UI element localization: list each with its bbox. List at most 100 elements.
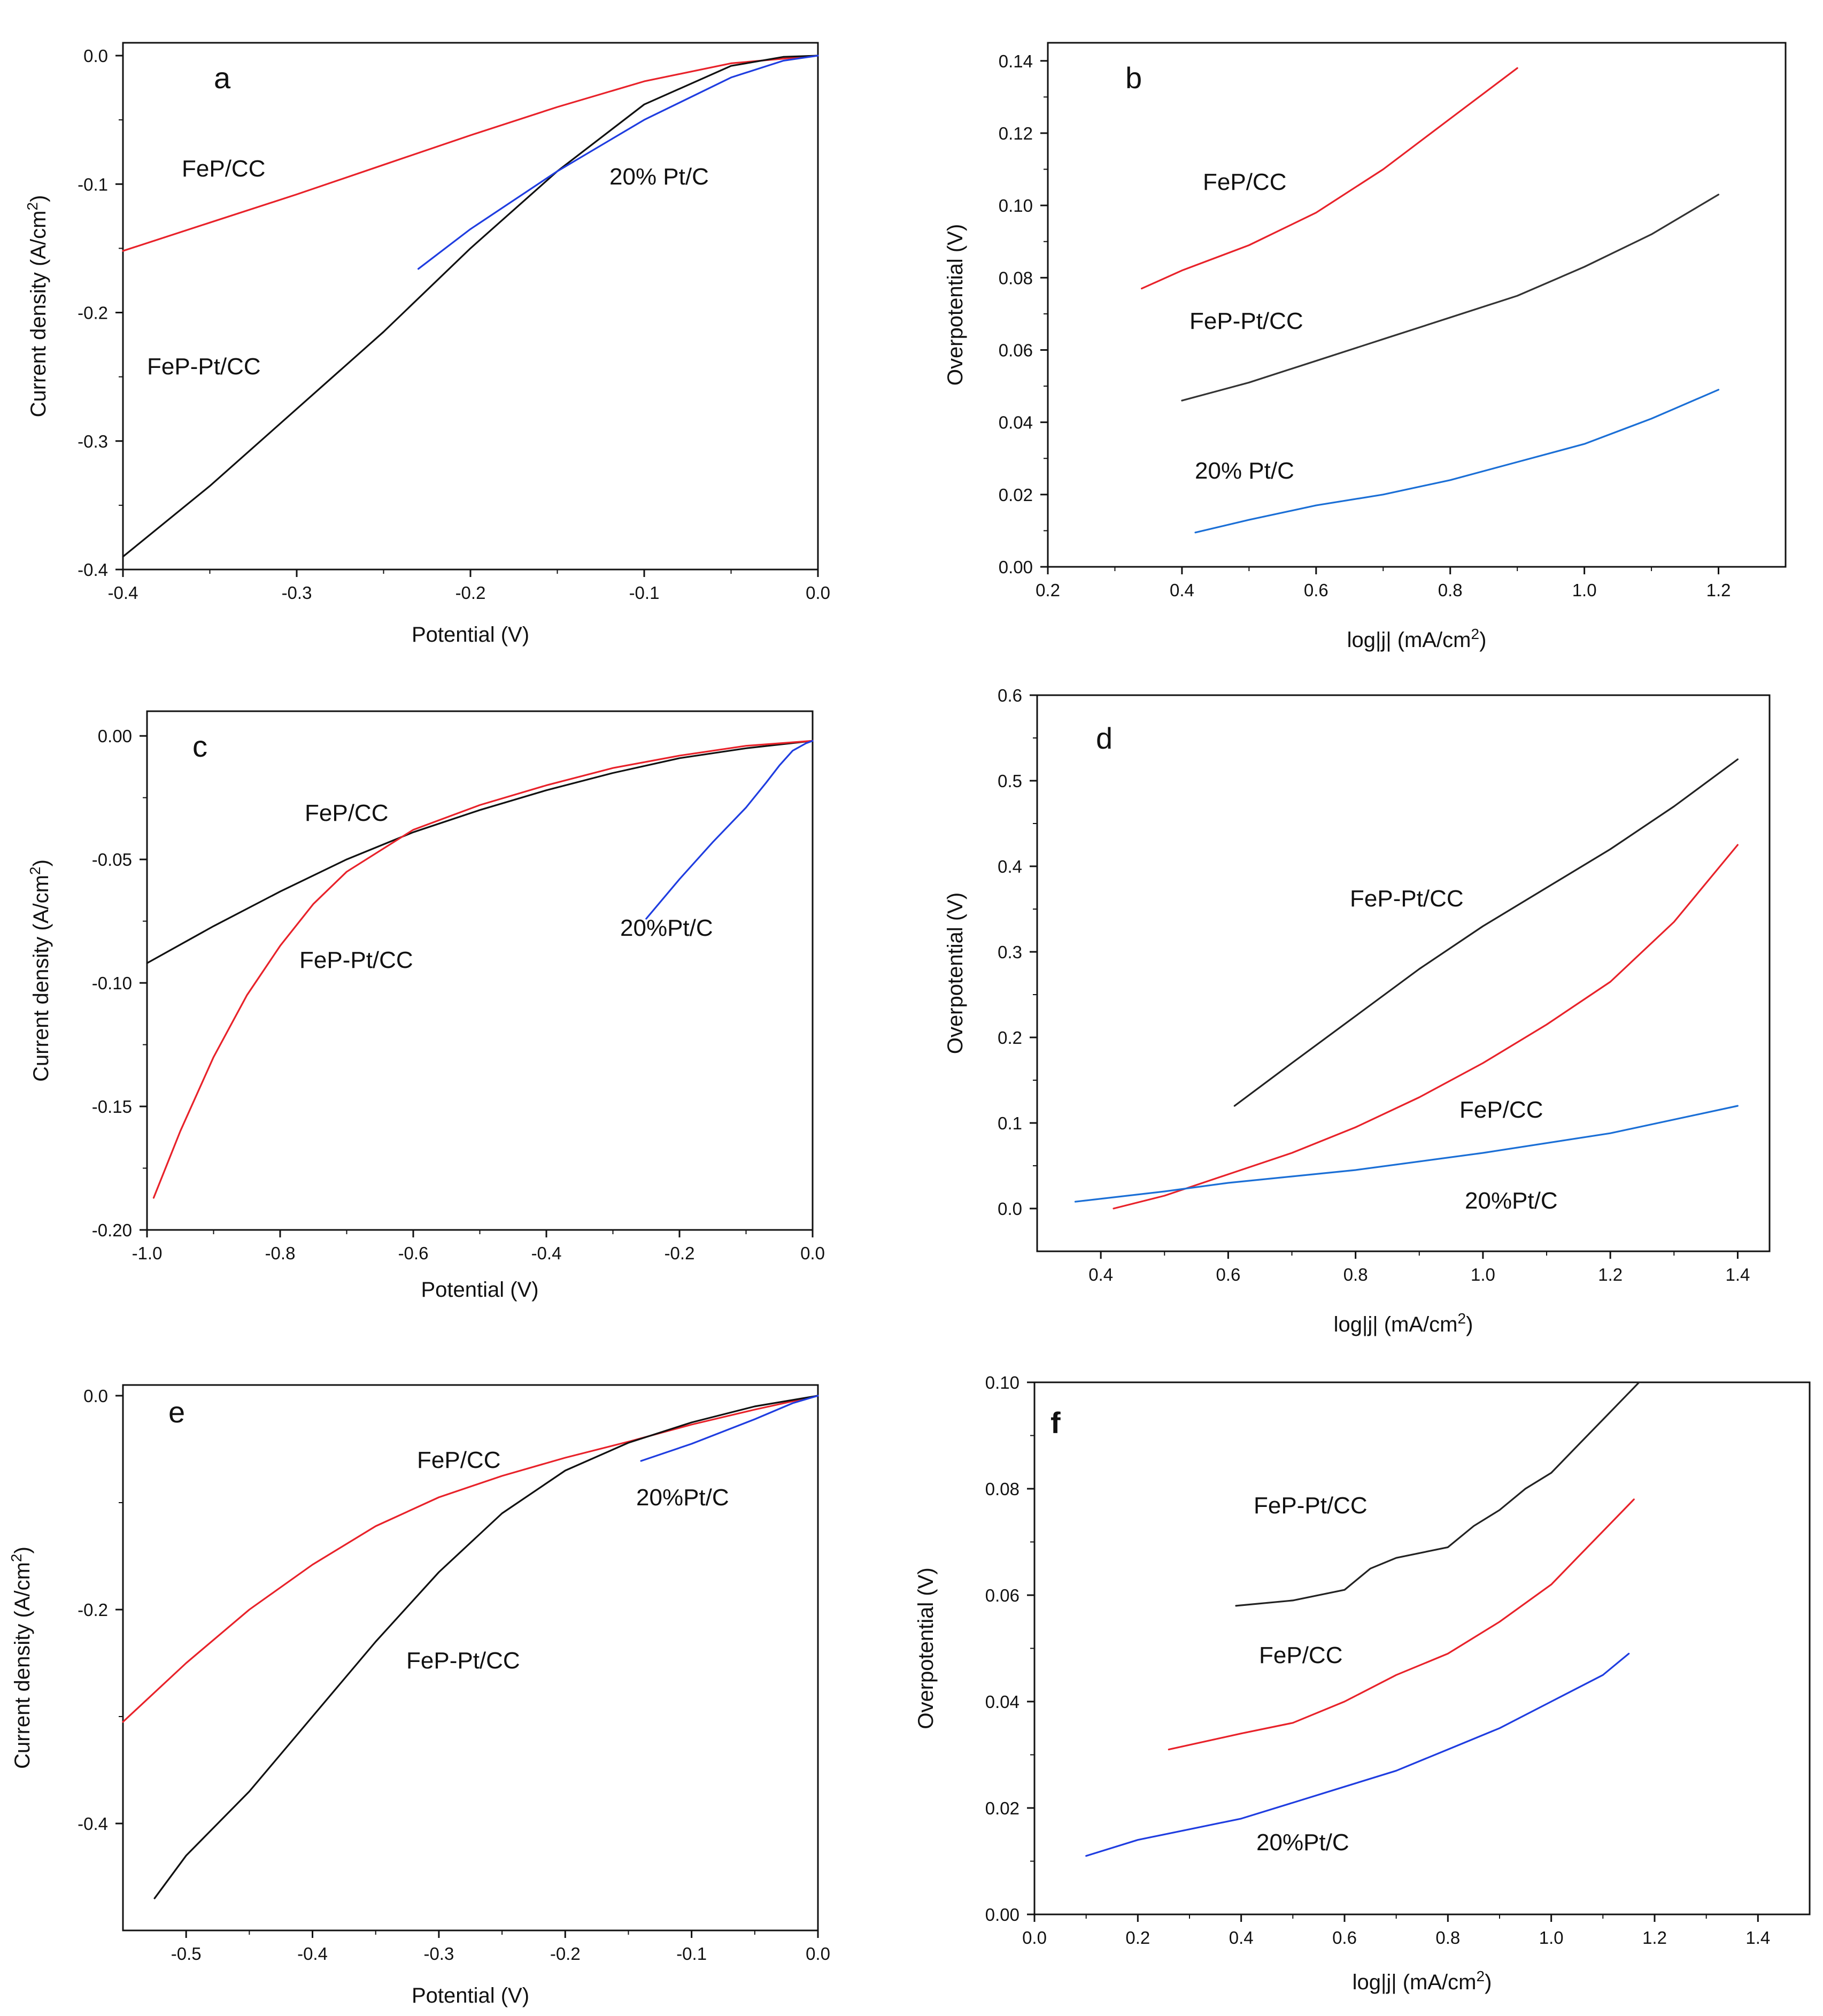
x-tick-label-e: -0.4 [297,1944,328,1964]
series-label-b-1: FeP-Pt/CC [1189,308,1303,334]
x-tick-label-d: 1.0 [1471,1265,1495,1284]
x-tick-label-f: 0.0 [1022,1928,1047,1948]
series-line-f-2 [1085,1652,1630,1857]
panel-letter-c: c [192,729,207,763]
y-axis-label-a-sup: 2 [24,202,41,211]
series-label-f-0: FeP-Pt/CC [1254,1492,1368,1519]
y-tick-label-b: 0.14 [999,51,1033,71]
series-label-c-0: FeP/CC [305,800,388,826]
y-tick-label-a: -0.2 [78,303,108,323]
plot-frame-e [122,1384,819,1932]
series-line-e-1 [153,1395,819,1899]
y-axis-label-c: Current density (A/cm2) [27,859,53,1082]
y-tick-label-b: 0.08 [999,268,1033,288]
y-tick-label-a: -0.1 [78,174,108,194]
series-label-c-2: 20%Pt/C [620,915,713,941]
plot-frame-f [1033,1381,1811,1915]
series-line-b-2 [1194,389,1720,534]
x-tick-label-f: 0.6 [1332,1928,1357,1948]
x-tick-label-a: -0.2 [455,583,486,603]
series-line-f-0 [1235,1381,1640,1607]
x-tick-label-f: 0.4 [1229,1928,1254,1948]
series-line-c-0 [146,740,814,964]
x-tick-label-e: 0.0 [806,1944,830,1964]
x-axis-label-c: Potential (V) [421,1278,538,1302]
y-axis-label-a-end: ) [27,195,50,202]
x-tick-label-d: 0.6 [1216,1265,1240,1284]
series-line-d-2 [1074,1105,1739,1203]
series-line-f-1 [1168,1498,1635,1751]
series-label-c-1: FeP-Pt/CC [299,947,413,973]
y-tick-label-c: -0.20 [92,1220,132,1240]
y-tick-label-f: 0.00 [985,1905,1019,1925]
y-tick-label-c: 0.00 [98,726,132,746]
series-line-a-1 [122,55,819,558]
chart-panel-e: -0.5 -0.4 -0.3 -0.2 -0.1 0.0 -0.4 -0.2 0.0 Potent… [8,1384,830,2007]
series-label-e-2: 20%Pt/C [636,1484,729,1511]
x-tick-label-a: -0.3 [282,583,312,603]
x-tick-label-c: -0.2 [665,1243,695,1263]
x-axis-label-d-end: ) [1466,1313,1473,1336]
series-line-c-2 [645,740,814,920]
x-axis-label-a: Potential (V) [412,623,529,647]
y-tick-label-b: 0.06 [999,340,1033,360]
x-tick-label-f: 0.8 [1435,1928,1460,1948]
x-tick-label-f: 1.2 [1642,1928,1667,1948]
panel-letter-e: e [168,1395,185,1429]
y-tick-label-c: -0.10 [92,973,132,993]
y-tick-label-c: -0.05 [92,850,132,870]
series-label-d-0: FeP-Pt/CC [1350,886,1464,912]
x-tick-label-c: -0.8 [265,1243,296,1263]
y-tick-label-b: 0.12 [999,124,1033,143]
plot-frame-b [1047,42,1787,568]
y-tick-label-e: -0.4 [78,1814,108,1834]
x-tick-label-a: 0.0 [806,583,830,603]
series-label-e-0: FeP/CC [417,1447,500,1473]
x-axis-label-f: log|j| (mA/cm2) [1353,1968,1492,1995]
x-tick-label-b: 0.4 [1170,580,1194,600]
y-axis-label-e: Current density (A/cm2) [8,1546,35,1769]
series-label-e-1: FeP-Pt/CC [406,1648,520,1674]
y-axis-label-c-end: ) [29,859,53,866]
series-line-b-1 [1181,194,1720,402]
series-line-c-1 [152,740,814,1199]
y-tick-label-f: 0.02 [985,1798,1019,1818]
series-line-d-1 [1113,844,1739,1210]
x-tick-label-a: -0.1 [629,583,660,603]
x-tick-label-c: -0.6 [398,1243,429,1263]
x-tick-label-b: 0.8 [1438,580,1463,600]
series-line-e-2 [640,1395,819,1462]
series-label-a-1: FeP-Pt/CC [147,353,261,380]
y-tick-label-d: 0.3 [998,942,1022,962]
series-line-e-0 [122,1395,819,1723]
plot-frame-d [1036,694,1771,1252]
x-axis-label-b-main: log|j| (mA/cm [1347,628,1471,652]
y-tick-label-d: 0.5 [998,771,1022,791]
x-tick-label-b: 1.0 [1572,580,1597,600]
y-tick-label-f: 0.04 [985,1692,1019,1712]
x-axis-label-b-sup: 2 [1471,626,1480,642]
panel-letter-d: d [1096,721,1113,755]
panel-letter-f: f [1050,1406,1061,1440]
x-tick-label-f: 0.2 [1125,1928,1150,1948]
series-label-d-2: 20%Pt/C [1465,1188,1558,1214]
x-tick-label-a: -0.4 [108,583,138,603]
plot-frame-c [146,710,814,1231]
y-tick-label-a: -0.4 [78,560,108,580]
x-tick-label-c: 0.0 [800,1243,825,1263]
x-axis-label-d-main: log|j| (mA/cm [1334,1313,1458,1336]
x-axis-label-f-end: ) [1485,1971,1492,1994]
y-axis-label-e-end: ) [11,1546,34,1553]
x-tick-label-b: 1.2 [1706,580,1731,600]
x-tick-label-c: -0.4 [531,1243,562,1263]
x-tick-label-e: -0.3 [423,1944,454,1964]
x-tick-label-f: 1.4 [1745,1928,1770,1948]
panel-letter-b: b [1125,61,1142,95]
y-tick-label-f: 0.10 [985,1373,1019,1392]
y-tick-label-e: 0.0 [83,1386,108,1406]
y-axis-label-a-main: Current density (A/cm [27,211,50,418]
x-tick-label-c: -1.0 [132,1243,163,1263]
x-axis-label-f-main: log|j| (mA/cm [1353,1971,1477,1994]
y-tick-label-d: 0.0 [998,1199,1022,1219]
y-axis-label-e-main: Current density (A/cm [11,1562,34,1769]
